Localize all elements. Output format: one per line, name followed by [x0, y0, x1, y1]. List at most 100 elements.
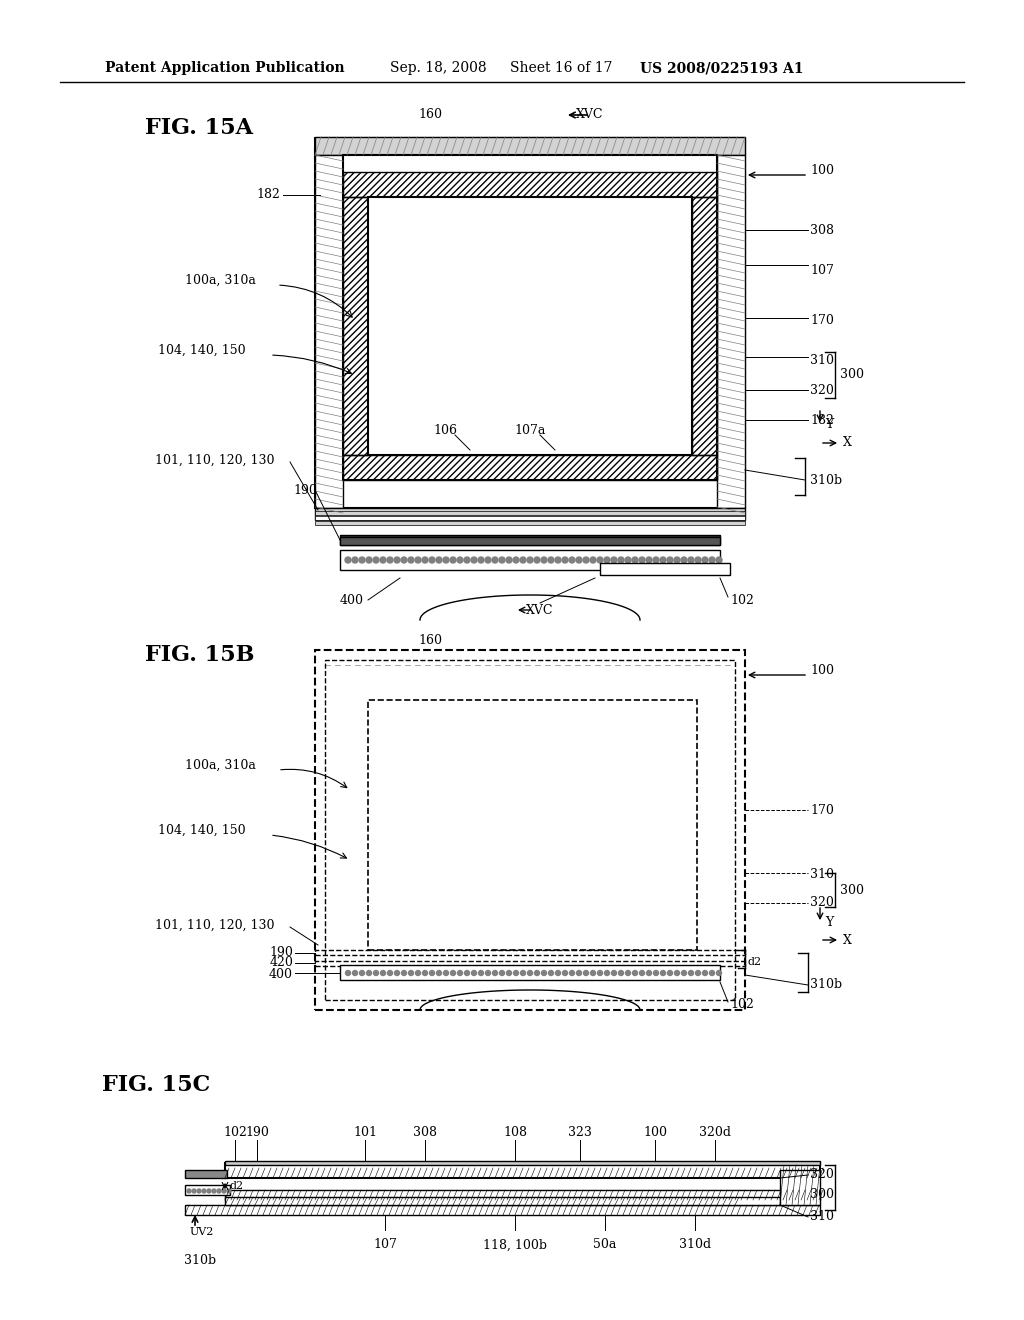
Bar	[225, 1163, 820, 1177]
Text: 310: 310	[810, 869, 834, 882]
Bar	[368, 197, 692, 455]
Text: 108: 108	[503, 1126, 527, 1138]
Circle shape	[632, 557, 638, 564]
Circle shape	[597, 970, 602, 975]
Bar	[780, 1170, 820, 1205]
Text: 50a: 50a	[593, 1238, 616, 1251]
Text: 300: 300	[840, 883, 864, 896]
Circle shape	[653, 557, 659, 564]
Circle shape	[429, 970, 434, 975]
Circle shape	[688, 970, 693, 975]
Circle shape	[374, 970, 379, 975]
Circle shape	[534, 557, 540, 564]
Circle shape	[471, 557, 477, 564]
Circle shape	[352, 557, 358, 564]
Text: 107: 107	[373, 1238, 397, 1251]
Bar	[315, 154, 343, 508]
Text: XVC: XVC	[526, 603, 554, 616]
Text: Y: Y	[825, 418, 834, 432]
Circle shape	[458, 970, 463, 975]
Circle shape	[212, 1189, 216, 1193]
Circle shape	[562, 970, 567, 975]
Circle shape	[639, 557, 645, 564]
Bar	[340, 965, 720, 979]
Circle shape	[542, 970, 547, 975]
Circle shape	[513, 970, 518, 975]
Bar	[600, 564, 730, 576]
Circle shape	[193, 1189, 196, 1193]
Circle shape	[674, 557, 680, 564]
Text: 400: 400	[340, 594, 364, 606]
Text: 170: 170	[810, 804, 834, 817]
Bar	[717, 154, 745, 508]
Text: UV2: UV2	[190, 1228, 214, 1237]
Circle shape	[408, 557, 414, 564]
Text: X: X	[843, 437, 852, 450]
Text: FIG. 15C: FIG. 15C	[102, 1074, 210, 1096]
Circle shape	[527, 557, 534, 564]
Text: X: X	[843, 933, 852, 946]
Bar	[340, 550, 720, 570]
Circle shape	[569, 970, 574, 975]
Text: 104, 140, 150: 104, 140, 150	[158, 343, 246, 356]
Text: 310b: 310b	[810, 474, 842, 487]
Circle shape	[197, 1189, 201, 1193]
Bar	[343, 197, 368, 455]
Circle shape	[416, 970, 421, 975]
Circle shape	[352, 970, 357, 975]
Circle shape	[373, 557, 379, 564]
Circle shape	[464, 557, 470, 564]
Circle shape	[507, 970, 512, 975]
Text: 190: 190	[293, 483, 316, 496]
Text: 308: 308	[810, 223, 834, 236]
Circle shape	[660, 557, 666, 564]
Text: 190: 190	[245, 1126, 269, 1138]
Bar	[315, 516, 745, 520]
Circle shape	[716, 557, 722, 564]
Text: 310: 310	[810, 1210, 834, 1224]
Circle shape	[436, 970, 441, 975]
Circle shape	[227, 1189, 231, 1193]
Circle shape	[575, 557, 582, 564]
Bar	[225, 1197, 780, 1205]
Text: 107a: 107a	[514, 424, 546, 437]
Circle shape	[345, 557, 351, 564]
Circle shape	[500, 970, 505, 975]
Circle shape	[675, 970, 680, 975]
Circle shape	[478, 557, 484, 564]
Bar	[185, 1170, 227, 1177]
Circle shape	[409, 970, 414, 975]
Circle shape	[646, 557, 652, 564]
Circle shape	[381, 970, 385, 975]
Text: 104, 140, 150: 104, 140, 150	[158, 824, 246, 837]
Text: 100: 100	[810, 164, 834, 177]
Text: d2: d2	[229, 1181, 243, 1191]
Text: 320: 320	[810, 384, 834, 396]
Circle shape	[187, 1189, 191, 1193]
Circle shape	[625, 557, 631, 564]
Circle shape	[597, 557, 603, 564]
Circle shape	[443, 557, 449, 564]
Circle shape	[710, 970, 715, 975]
Text: 182: 182	[256, 189, 280, 202]
Text: 320: 320	[810, 896, 834, 909]
Text: Sep. 18, 2008: Sep. 18, 2008	[390, 61, 486, 75]
Circle shape	[387, 970, 392, 975]
Circle shape	[367, 970, 372, 975]
Text: Sheet 16 of 17: Sheet 16 of 17	[510, 61, 612, 75]
Circle shape	[465, 970, 469, 975]
Circle shape	[423, 970, 427, 975]
Bar	[343, 172, 717, 197]
Bar	[325, 660, 735, 1001]
Circle shape	[555, 557, 561, 564]
Circle shape	[604, 557, 610, 564]
Circle shape	[653, 970, 658, 975]
Text: 160: 160	[418, 634, 442, 647]
Circle shape	[527, 970, 532, 975]
Circle shape	[513, 557, 519, 564]
Circle shape	[590, 557, 596, 564]
Circle shape	[443, 970, 449, 975]
Circle shape	[492, 557, 498, 564]
Circle shape	[457, 557, 463, 564]
Circle shape	[436, 557, 442, 564]
